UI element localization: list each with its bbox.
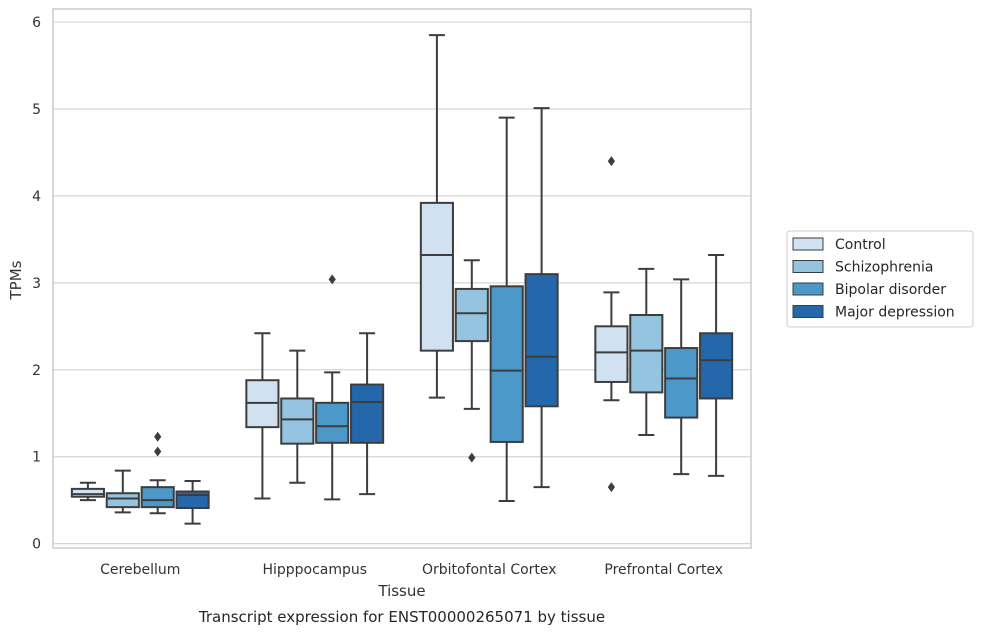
outlier-point bbox=[607, 156, 615, 167]
x-axis-label: Tissue bbox=[377, 582, 425, 600]
iqr-box bbox=[105, 492, 140, 509]
outlier-point bbox=[154, 431, 162, 442]
x-tick-label: Cerebellum bbox=[100, 562, 180, 578]
legend-frame bbox=[786, 230, 974, 328]
outlier-point bbox=[607, 482, 615, 493]
y-tick-label: 1 bbox=[32, 450, 41, 466]
box-schizophrenia bbox=[454, 259, 489, 463]
legend-entry: Major depression bbox=[835, 305, 955, 321]
legend-swatch bbox=[792, 305, 824, 318]
box-bipolar-disorder bbox=[315, 274, 350, 501]
y-tick-label: 4 bbox=[32, 189, 41, 205]
iqr-box bbox=[70, 487, 105, 498]
outlier-point bbox=[328, 274, 336, 285]
box-bipolar-disorder bbox=[489, 116, 524, 503]
outlier-point bbox=[468, 452, 476, 463]
y-tick-label: 2 bbox=[32, 363, 41, 379]
box-major-depression bbox=[699, 254, 734, 477]
box-bipolar-disorder bbox=[140, 431, 175, 515]
box-major-depression bbox=[350, 332, 385, 496]
iqr-box bbox=[629, 314, 664, 394]
y-grid-lines bbox=[53, 21, 751, 545]
legend-swatch bbox=[792, 237, 824, 251]
y-tick-label: 5 bbox=[32, 102, 41, 118]
iqr-box bbox=[315, 401, 350, 444]
x-tick-label: Prefrontal Cortex bbox=[604, 562, 723, 578]
x-tick-label: Hipppocampus bbox=[262, 562, 367, 578]
iqr-box bbox=[419, 201, 454, 352]
iqr-box bbox=[594, 325, 629, 383]
y-tick-label: 6 bbox=[32, 15, 41, 31]
legend-swatch bbox=[792, 282, 824, 296]
box-series-group bbox=[70, 34, 734, 525]
x-tick-labels: Cerebellum Hipppocampus Orbitofontal Corte… bbox=[100, 562, 723, 578]
iqr-box bbox=[280, 397, 315, 445]
box-schizophrenia bbox=[105, 469, 140, 514]
box-control bbox=[594, 156, 629, 493]
iqr-box bbox=[454, 287, 489, 343]
box-bipolar-disorder bbox=[664, 278, 699, 476]
iqr-box bbox=[664, 347, 699, 419]
iqr-box bbox=[140, 486, 175, 509]
iqr-box bbox=[699, 332, 734, 400]
legend: Control Schizophrenia Bipolar disorder Majo… bbox=[786, 230, 974, 328]
iqr-box bbox=[489, 285, 524, 443]
iqr-box bbox=[524, 273, 559, 408]
box-schizophrenia bbox=[280, 349, 315, 484]
x-tick-label: Orbitofontal Cortex bbox=[422, 562, 557, 578]
legend-entry: Bipolar disorder bbox=[835, 282, 946, 298]
outlier-point bbox=[154, 446, 162, 457]
legend-entry: Control bbox=[835, 237, 886, 253]
iqr-box bbox=[350, 383, 385, 444]
box-control bbox=[419, 34, 454, 399]
plot-area-frame bbox=[52, 8, 752, 549]
y-axis-label: TPMs bbox=[7, 260, 25, 300]
box-control bbox=[245, 332, 280, 500]
y-tick-labels: 0 1 2 3 4 5 6 bbox=[32, 15, 41, 553]
box-control bbox=[70, 481, 105, 502]
box-major-depression bbox=[524, 107, 559, 489]
chart-caption: Transcript expression for ENST0000026507… bbox=[198, 608, 605, 626]
box-major-depression bbox=[175, 480, 210, 525]
y-tick-label: 0 bbox=[32, 537, 41, 553]
legend-swatch bbox=[792, 260, 824, 273]
legend-entry: Schizophrenia bbox=[835, 260, 933, 276]
y-tick-label: 3 bbox=[32, 276, 41, 292]
box-schizophrenia bbox=[629, 267, 664, 436]
